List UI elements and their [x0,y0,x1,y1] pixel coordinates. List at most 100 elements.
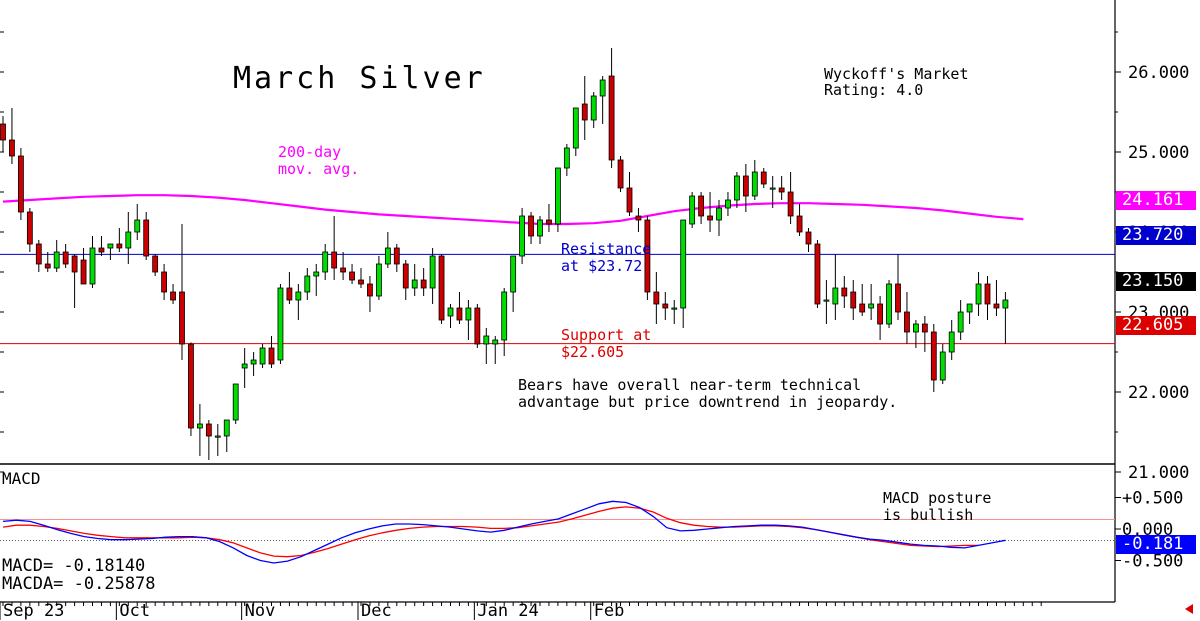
macd-line [2,500,1006,564]
macda-readout-value: MACDA= -0.25878 [2,574,156,594]
candle-body [742,175,749,197]
candle-body [734,175,740,201]
ma200-line [2,194,1024,226]
candle-body [17,155,24,213]
ma-annotation: 200-day mov. avg. [278,143,360,178]
candle-body [107,243,114,249]
candle-body [313,271,320,277]
candle-body [0,123,6,141]
candle-body [519,215,525,257]
candle-body [778,187,785,193]
candle-body [913,323,919,333]
candle-body [805,231,812,245]
candle-body [725,199,731,209]
candle-body [474,307,481,345]
candle-body [510,255,517,293]
candle-body [53,251,60,269]
candle-body [1002,299,1009,309]
candle-body [563,147,570,169]
candle-body [957,311,964,333]
resistance-value-box: 23.720 [1116,226,1196,245]
candle-body [671,307,678,310]
candle-body [760,171,767,185]
candle-body [35,243,42,265]
candle-body [161,271,168,293]
ma-value-box: 24.161 [1116,191,1196,210]
candle-body [948,331,955,353]
candle-body [787,191,794,217]
candle-body [877,303,883,325]
candle-body [143,219,150,257]
candle-body [295,291,302,301]
candle-body [698,195,704,217]
candle-body [375,263,382,297]
candle-body [71,255,78,273]
candle-body [349,271,355,281]
candle-body [716,207,722,221]
macd-y-tick-label: +0.500 [1122,489,1183,509]
candle-body [465,307,472,321]
scroll-arrow-icon [1185,604,1193,614]
candle-body [707,215,713,221]
candle-body [170,291,176,301]
candle-body [268,347,275,365]
candle-body [769,187,776,190]
commentary-annotation: Bears have overall near-term technical a… [518,376,898,411]
candle-body [26,211,33,245]
candle-body [939,351,946,381]
candle-body [205,423,212,437]
candle-body [429,255,436,289]
support-annotation: Support at $22.605 [561,326,652,361]
candle-body [340,267,347,273]
candle-body [921,323,928,333]
y-tick-label: 25.000 [1128,143,1189,163]
candle-body [367,283,373,297]
candle-body [546,219,552,225]
candle-body [331,251,338,269]
chart-title: March Silver [233,61,486,96]
candle-body [555,167,561,225]
y-tick-label: 21.000 [1128,463,1189,483]
candle-body [823,299,830,302]
candle-body [447,307,454,317]
candle-body [537,219,543,237]
candle-body [617,159,624,189]
candle-body [993,303,1000,309]
candle-body [599,79,606,97]
candle-body [402,263,409,289]
x-tick-label: Jan 24 [477,601,538,621]
candle-body [653,291,660,305]
candle-body [116,243,123,249]
candle-body [930,331,937,381]
x-tick-label: Oct [119,601,150,621]
candle-body [975,283,982,305]
candle-body [62,251,69,265]
candle-body [277,287,284,361]
candle-body [644,219,651,293]
candle-body [904,311,910,333]
candle-body [259,347,266,365]
candle-body [196,423,203,429]
rating-line-1: Wyckoff's Market [824,65,969,83]
candle-body [501,291,508,341]
candle-body [188,343,194,429]
x-tick-label: Sep 23 [3,601,64,621]
candle-body [80,259,87,285]
candle-body [868,303,875,309]
candle-body [680,219,687,309]
candle-body [832,287,839,305]
rating-line-2: Rating: 4.0 [824,81,924,99]
candle-body [841,287,848,297]
candle-body [984,283,991,305]
candle-body [393,247,400,265]
resistance-annotation: Resistance at $23.72 [561,240,652,275]
candle-body [322,251,329,273]
candle-body [966,303,973,313]
macd-readout-value: MACD= -0.18140 [2,556,146,576]
x-tick-label: Feb [594,601,625,621]
candle-body [483,335,490,345]
candle-body [689,195,696,225]
candle-body [608,75,615,161]
candle-body [232,383,239,421]
candle-body [492,339,499,345]
